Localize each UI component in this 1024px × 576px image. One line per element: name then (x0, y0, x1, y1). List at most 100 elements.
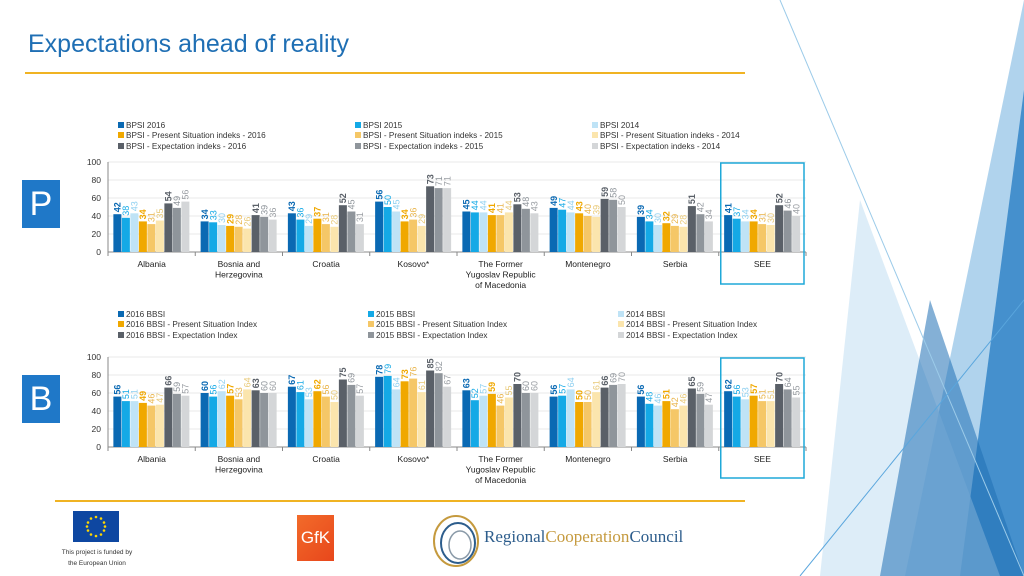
bar (600, 198, 609, 252)
bar (268, 219, 277, 252)
x-category-label-line: Herzegovina (215, 465, 263, 475)
data-label: 42 (113, 202, 123, 212)
data-label: 34 (704, 209, 714, 219)
legend-label: BPSI 2015 (363, 121, 403, 130)
y-tick-label: 60 (92, 388, 102, 398)
data-label: 34 (200, 209, 210, 219)
data-label: 51 (766, 389, 776, 399)
data-label: 85 (425, 358, 435, 368)
bar (521, 393, 530, 447)
data-label: 47 (155, 393, 165, 403)
data-label: 57 (225, 384, 235, 394)
legend-swatch (355, 142, 361, 149)
x-category-label-line: Bosnia and (218, 454, 261, 464)
bar (724, 215, 733, 252)
gfk-logo: GfK (297, 515, 334, 561)
x-category-label-line: Yugoslav Republic (466, 270, 537, 280)
data-label: 50 (583, 390, 593, 400)
bar (426, 370, 435, 447)
legend-item: 2014 BBSI - Expectation Index (618, 331, 738, 340)
data-label: 60 (268, 381, 278, 391)
data-label: 50 (383, 195, 393, 205)
data-label: 52 (338, 193, 348, 203)
bar (645, 221, 654, 252)
data-label: 39 (591, 205, 601, 215)
bar (434, 373, 443, 447)
data-label: 76 (408, 367, 418, 377)
data-label: 70 (513, 372, 523, 382)
bar (296, 392, 305, 447)
data-label: 50 (574, 390, 584, 400)
legend-swatch (618, 321, 624, 328)
highlight-box (720, 357, 805, 479)
bar (121, 217, 130, 252)
bar (741, 221, 750, 252)
bar (704, 404, 713, 447)
bar (732, 218, 741, 252)
data-label: 34 (138, 209, 148, 219)
data-label: 41 (496, 203, 506, 213)
panel-label-b: B (22, 375, 60, 423)
bar (687, 206, 696, 252)
bar (775, 205, 784, 252)
x-category-label: Montenegro (565, 454, 611, 464)
data-label: 56 (321, 385, 331, 395)
data-label: 36 (268, 208, 278, 218)
bar (200, 393, 209, 447)
legend-swatch (592, 122, 598, 128)
x-category-label: The Former Yugoslav Republic of Macedonia (466, 454, 537, 485)
y-tick-label: 20 (92, 424, 102, 434)
y-tick-label: 80 (92, 370, 102, 380)
rcc-text-1: Regional (484, 527, 546, 546)
data-label: 78 (374, 365, 384, 375)
bar (617, 384, 626, 447)
data-label: 57 (479, 384, 489, 394)
y-tick-label: 80 (92, 175, 102, 185)
data-label: 29 (417, 214, 427, 224)
data-label: 43 (130, 201, 140, 211)
bar (172, 207, 181, 252)
data-label: 61 (296, 380, 306, 390)
data-label: 56 (374, 190, 384, 200)
x-category-label-line: of Macedonia (475, 475, 526, 485)
data-label: 49 (549, 196, 559, 206)
data-label: 47 (704, 393, 714, 403)
bar (355, 395, 364, 447)
legend-item: BPSI - Present Situation indeks - 2014 (592, 131, 740, 140)
eu-flag-logo (73, 511, 119, 542)
bar (513, 204, 522, 252)
legend-swatch (118, 132, 124, 139)
data-label: 60 (530, 381, 540, 391)
bar (600, 387, 609, 447)
bar (645, 403, 654, 447)
bar (592, 216, 601, 252)
legend-swatch (368, 321, 374, 328)
data-label: 75 (338, 367, 348, 377)
legend-item: BPSI 2015 (355, 121, 402, 130)
data-label: 51 (687, 194, 697, 204)
data-label: 51 (757, 389, 767, 399)
data-label: 46 (496, 394, 506, 404)
bar (243, 228, 252, 252)
data-label: 39 (636, 205, 646, 215)
legend-item: BPSI - Present Situation indeks - 2016 (118, 131, 266, 140)
legend-swatch (118, 122, 124, 128)
bar (662, 401, 671, 447)
bar (575, 213, 584, 252)
data-label: 56 (549, 385, 559, 395)
bar (181, 201, 190, 252)
legend-swatch (118, 321, 124, 328)
bar (513, 384, 522, 447)
bar (530, 213, 539, 252)
data-label: 44 (504, 200, 514, 210)
bar (375, 201, 384, 252)
bar (470, 212, 479, 252)
bar (758, 401, 767, 447)
legend-swatch (355, 132, 361, 139)
data-label: 62 (313, 379, 323, 389)
data-label: 51 (662, 389, 672, 399)
bar (164, 387, 173, 447)
legend-item: BPSI - Expectation indeks - 2015 (355, 142, 483, 151)
data-label: 71 (434, 176, 444, 186)
